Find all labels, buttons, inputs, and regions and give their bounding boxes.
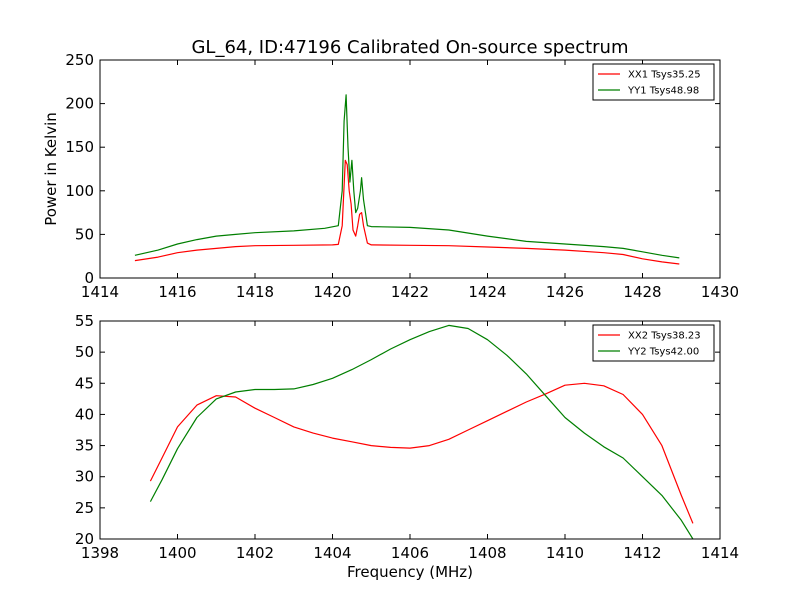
bottom-y-tick-label: 20 <box>75 530 94 548</box>
top-x-tick-label: 1418 <box>236 283 274 301</box>
top-y-tick-label: 50 <box>75 225 94 243</box>
top-ticks: 1414 1416 1418 1420 1422 1424 1426 1428 1430 0 50 1… <box>65 51 739 301</box>
bottom-panel: 1398 1400 1402 1404 1406 1408 1410 1412 1414 20 25… <box>75 312 739 581</box>
bottom-x-tick-label: 1410 <box>546 544 584 562</box>
bottom-y-tick-label: 35 <box>75 437 94 455</box>
bottom-x-tick-label: 1406 <box>391 544 429 562</box>
top-x-tick-label: 1414 <box>81 283 119 301</box>
bottom-series-line-1 <box>149 382 694 524</box>
bottom-y-tick-label: 55 <box>75 312 94 330</box>
top-legend-label-1: XX1 Tsys35.25 <box>628 70 701 81</box>
bottom-legend-box <box>592 324 715 362</box>
top-x-tick-label: 1420 <box>313 283 351 301</box>
top-y-tick-label: 250 <box>65 51 94 69</box>
bottom-x-tick-label: 1412 <box>623 544 661 562</box>
bottom-x-tick-label: 1414 <box>701 544 739 562</box>
top-series-lines <box>134 94 680 265</box>
top-series-line-2 <box>134 94 680 259</box>
bottom-y-tick-label: 50 <box>75 343 94 361</box>
top-series-line-1 <box>134 159 680 265</box>
top-panel: 1414 1416 1418 1420 1422 1424 1426 1428 1430 0 50 1… <box>42 51 739 301</box>
top-y-tick-label: 150 <box>65 138 94 156</box>
bottom-x-tick-label: 1400 <box>158 544 196 562</box>
bottom-series-line-2 <box>149 324 694 539</box>
bottom-x-tick-label: 1402 <box>236 544 274 562</box>
top-y-tick-label: 200 <box>65 95 94 113</box>
top-x-tick-label: 1426 <box>546 283 584 301</box>
top-legend-label-2: YY1 Tsys48.98 <box>627 86 699 97</box>
bottom-legend: XX2 Tsys38.23 YY2 Tsys42.00 <box>592 324 715 362</box>
top-legend-box <box>592 63 715 101</box>
top-y-axis-label: Power in Kelvin <box>42 112 60 226</box>
bottom-x-tick-label: 1404 <box>313 544 351 562</box>
bottom-x-tick-label: 1398 <box>81 544 119 562</box>
bottom-y-tick-label: 40 <box>75 405 94 423</box>
top-y-tick-label: 100 <box>65 182 94 200</box>
bottom-x-axis-label: Frequency (MHz) <box>347 563 473 581</box>
bottom-legend-label-2: YY2 Tsys42.00 <box>627 347 699 358</box>
top-x-tick-label: 1430 <box>701 283 739 301</box>
top-x-tick-label: 1422 <box>391 283 429 301</box>
bottom-y-tick-label: 30 <box>75 468 94 486</box>
top-x-tick-label: 1416 <box>158 283 196 301</box>
top-legend: XX1 Tsys35.25 YY1 Tsys48.98 <box>592 63 715 101</box>
bottom-series-lines <box>149 324 694 539</box>
bottom-y-tick-label: 25 <box>75 499 94 517</box>
top-x-tick-label: 1424 <box>468 283 506 301</box>
bottom-legend-label-1: XX2 Tsys38.23 <box>628 331 701 342</box>
bottom-x-tick-label: 1408 <box>468 544 506 562</box>
bottom-y-tick-label: 45 <box>75 374 94 392</box>
top-y-tick-label: 0 <box>84 269 94 287</box>
bottom-ticks: 1398 1400 1402 1404 1406 1408 1410 1412 1414 20 25… <box>75 312 739 562</box>
figure-title: GL_64, ID:47196 Calibrated On-source spe… <box>191 37 628 58</box>
top-x-tick-label: 1428 <box>623 283 661 301</box>
